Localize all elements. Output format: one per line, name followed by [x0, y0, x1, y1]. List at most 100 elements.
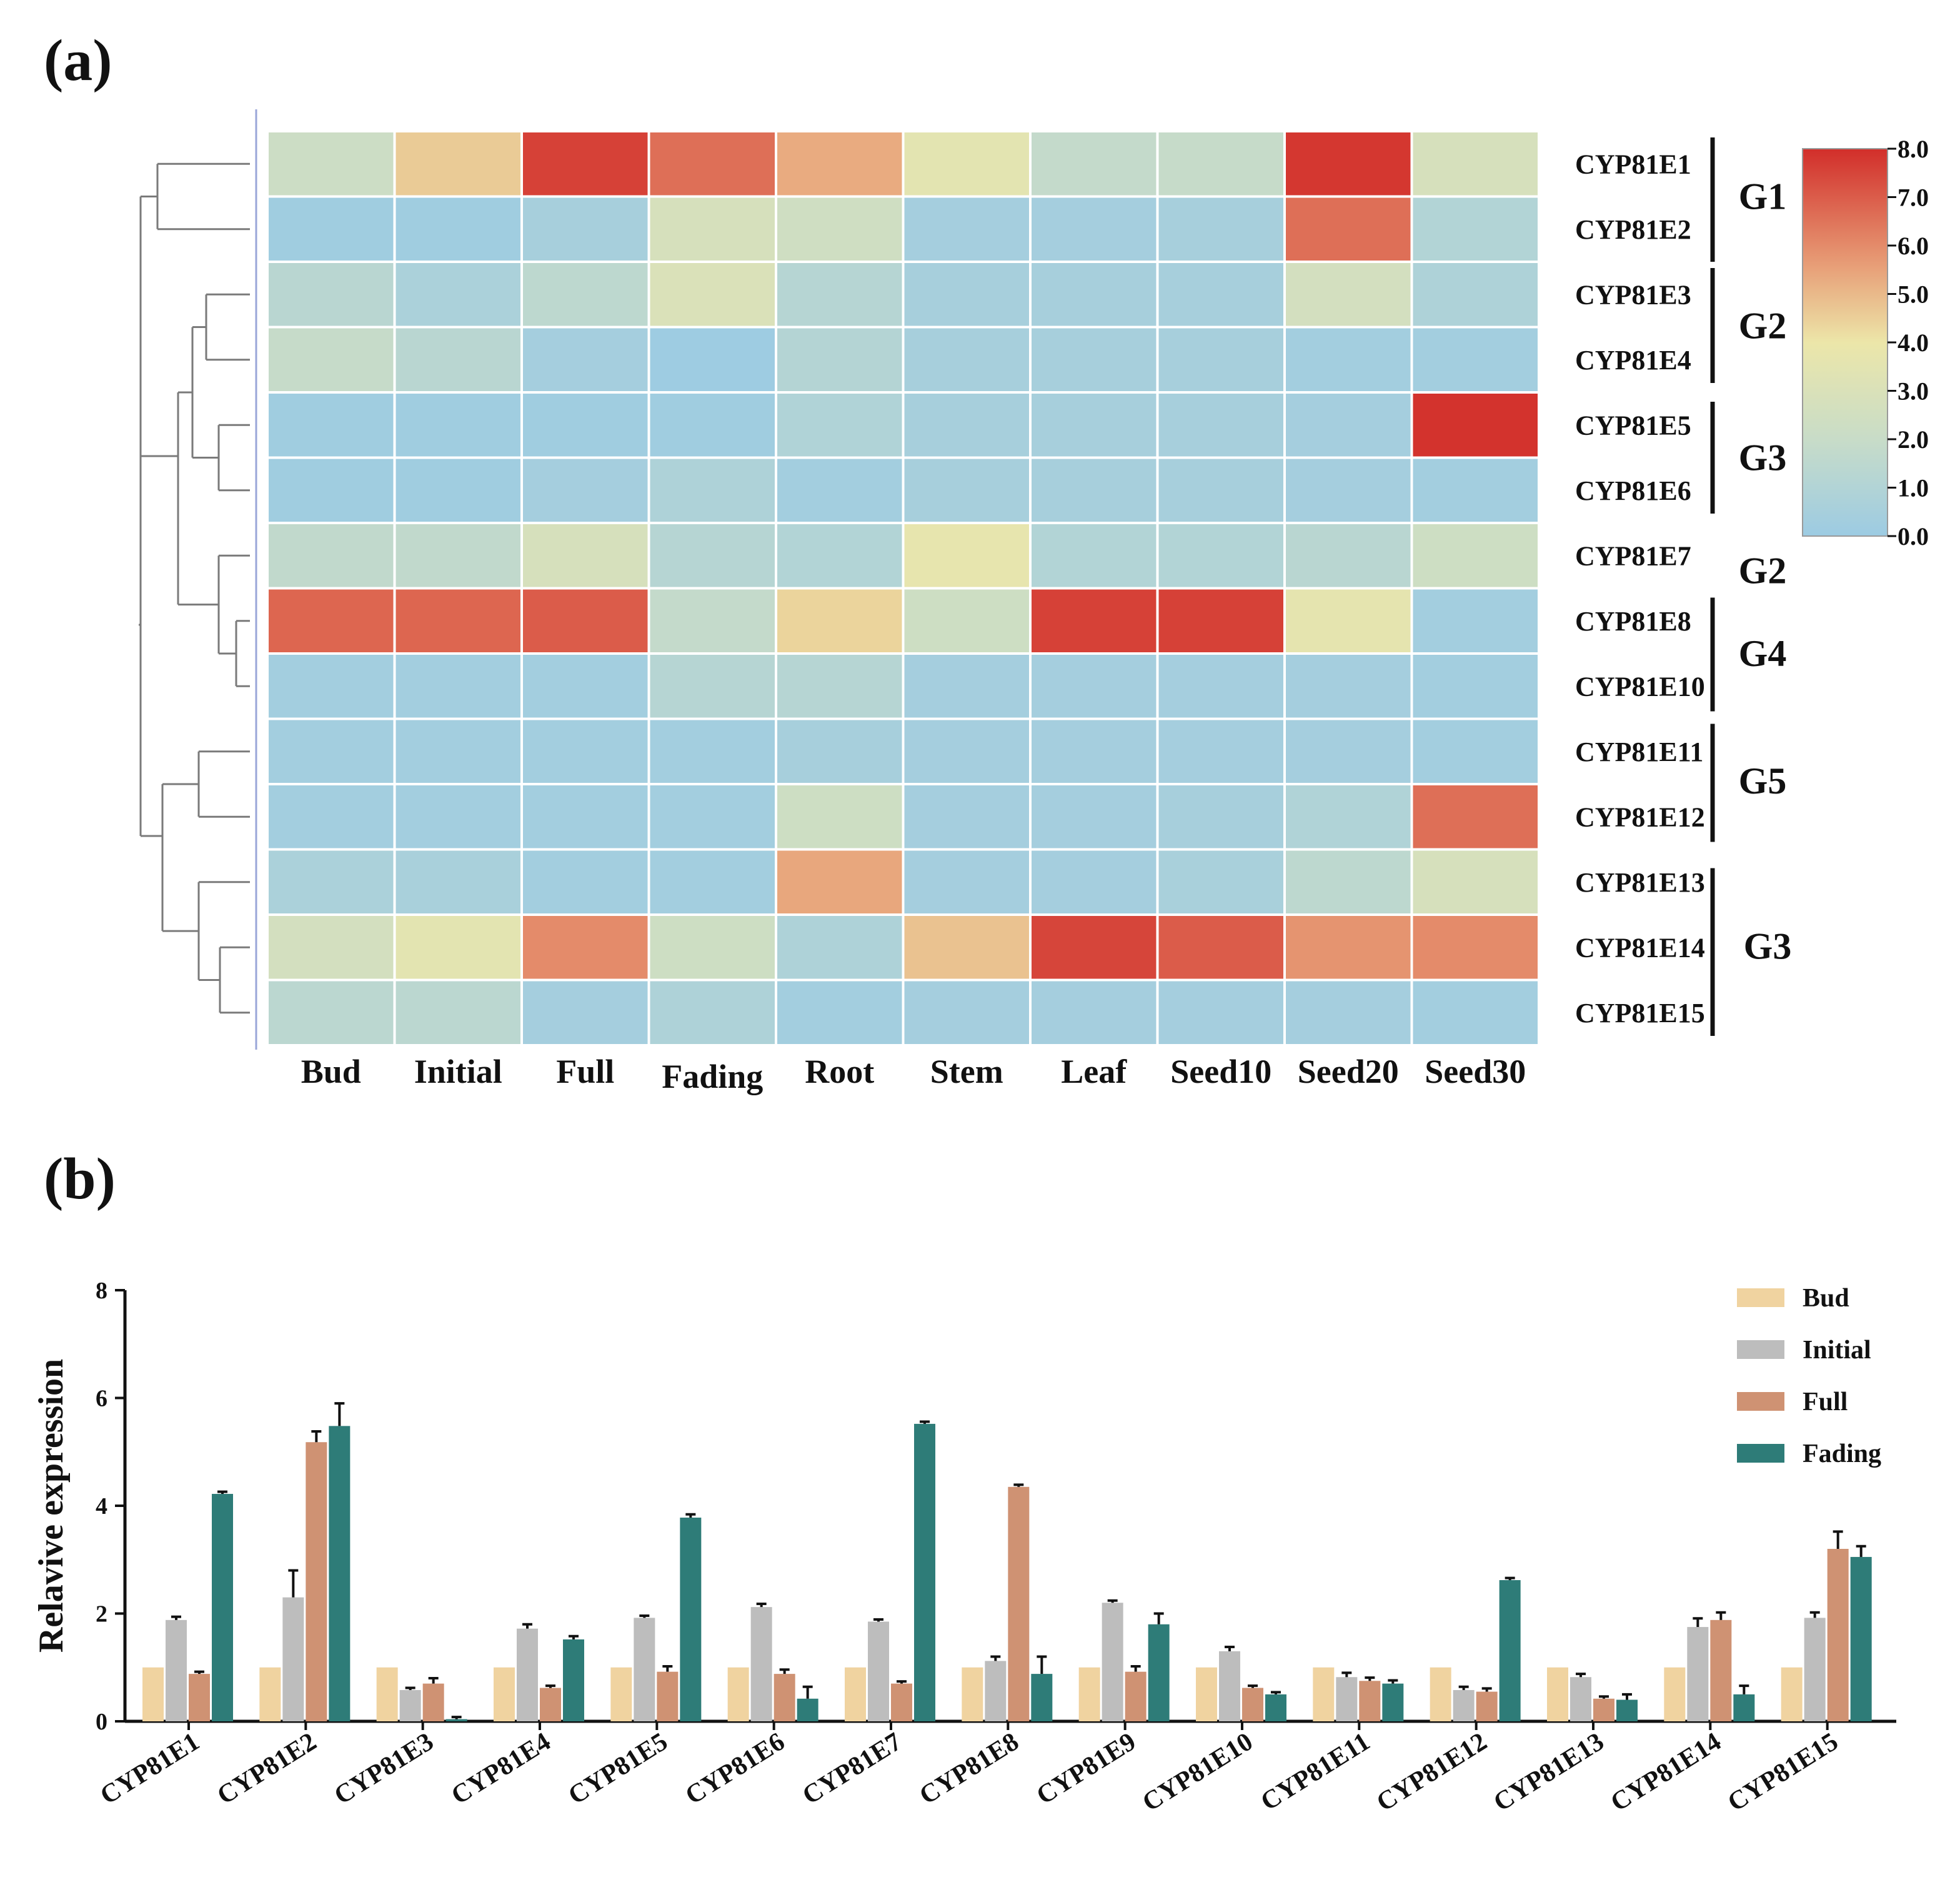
bar-fading-cyp81e1: [212, 1494, 233, 1721]
heatmap-cell-cyp81e2-seed30: [1410, 195, 1540, 263]
heatmap-cell-cyp81e1-root: [775, 130, 905, 198]
row-label: CYP81E4: [1575, 345, 1691, 376]
bar-bud-cyp81e12: [1430, 1667, 1451, 1721]
heatmap-cell-cyp81e3-bud: [266, 261, 396, 329]
heatmap-cell-cyp81e7-root: [775, 522, 905, 590]
heatmap-cell-cyp81e10-full: [520, 652, 650, 720]
legend-swatch-bud: [1737, 1288, 1784, 1307]
heatmap-cell-cyp81e13-full: [520, 848, 650, 916]
bar-full-cyp81e14: [1710, 1619, 1732, 1721]
heatmap-cell-cyp81e10-seed10: [1156, 652, 1286, 720]
row-label: CYP81E12: [1575, 802, 1705, 832]
heatmap-cell-cyp81e12-fading: [647, 783, 777, 851]
x-tick-label: CYP81E6: [680, 1727, 790, 1810]
heatmap-cell-cyp81e3-initial: [393, 261, 523, 329]
y-tick-label: 0: [96, 1709, 107, 1735]
heatmap-cell-cyp81e10-stem: [902, 652, 1032, 720]
heatmap-cell-cyp81e2-initial: [393, 195, 523, 263]
heatmap-cell-cyp81e5-root: [775, 391, 905, 459]
heatmap-cell-cyp81e2-root: [775, 195, 905, 263]
heatmap-cell-cyp81e5-stem: [902, 391, 1032, 459]
bar-bud-cyp81e2: [259, 1667, 281, 1721]
group-label: G2: [1739, 306, 1787, 347]
bar-full-cyp81e3: [422, 1683, 444, 1721]
x-tick-label: CYP81E13: [1489, 1727, 1609, 1817]
heatmap-cell-cyp81e14-fading: [647, 913, 777, 982]
heatmap-cell-cyp81e6-bud: [266, 456, 396, 524]
heatmap-cell-cyp81e13-root: [775, 848, 905, 916]
group-label: G1: [1739, 176, 1787, 217]
bar-initial-cyp81e6: [750, 1607, 772, 1721]
panel-a-label: (a): [44, 28, 112, 93]
x-tick-label: CYP81E15: [1723, 1727, 1843, 1817]
heatmap-cell-cyp81e4-seed30: [1410, 326, 1540, 394]
heatmap-cell-cyp81e13-seed30: [1410, 848, 1540, 916]
bar-fading-cyp81e12: [1499, 1580, 1521, 1721]
heatmap-cell-cyp81e13-seed20: [1283, 848, 1413, 916]
heatmap-cell-cyp81e1-seed30: [1410, 130, 1540, 198]
heatmap-cell-cyp81e11-full: [520, 717, 650, 785]
row-label: CYP81E5: [1575, 410, 1691, 440]
bar-full-cyp81e9: [1125, 1671, 1147, 1721]
heatmap-cell-cyp81e12-bud: [266, 783, 396, 851]
group-label: G4: [1739, 633, 1787, 674]
y-axis-title: Relavive expression: [32, 1359, 71, 1653]
column-label: Seed20: [1298, 1053, 1399, 1090]
bar-fading-cyp81e5: [680, 1517, 702, 1721]
bar-fading-cyp81e3: [445, 1719, 467, 1721]
heatmap-cell-cyp81e6-leaf: [1029, 456, 1159, 524]
heatmap-cell-cyp81e14-root: [775, 913, 905, 982]
heatmap-cell-cyp81e10-root: [775, 652, 905, 720]
row-label: CYP81E6: [1575, 475, 1691, 506]
panel-b-label: (b): [44, 1146, 116, 1211]
heatmap-cell-cyp81e12-full: [520, 783, 650, 851]
heatmap-cell-cyp81e6-stem: [902, 456, 1032, 524]
bar-bud-cyp81e9: [1078, 1667, 1100, 1721]
colorbar-tick-label: 7.0: [1898, 184, 1929, 212]
column-label: Stem: [930, 1053, 1003, 1090]
heatmap-cell-cyp81e2-leaf: [1029, 195, 1159, 263]
bar-full-cyp81e1: [189, 1674, 210, 1721]
heatmap-cell-cyp81e15-bud: [266, 978, 396, 1047]
row-label: CYP81E11: [1575, 737, 1703, 767]
heatmap-cell-cyp81e8-initial: [393, 587, 523, 655]
heatmap-cell-cyp81e12-root: [775, 783, 905, 851]
heatmap-cell-cyp81e1-fading: [647, 130, 777, 198]
heatmap-cell-cyp81e1-seed10: [1156, 130, 1286, 198]
colorbar-tick-label: 2.0: [1898, 425, 1929, 454]
heatmap-cell-cyp81e10-fading: [647, 652, 777, 720]
heatmap-cell-cyp81e10-initial: [393, 652, 523, 720]
heatmap-cell-cyp81e2-fading: [647, 195, 777, 263]
heatmap-cell-cyp81e1-leaf: [1029, 130, 1159, 198]
heatmap-cell-cyp81e1-full: [520, 130, 650, 198]
heatmap-cell-cyp81e13-seed10: [1156, 848, 1286, 916]
bar-initial-cyp81e4: [517, 1628, 538, 1721]
heatmap-cell-cyp81e12-seed30: [1410, 783, 1540, 851]
y-tick-label: 6: [96, 1386, 107, 1412]
bar-bud-cyp81e3: [376, 1667, 398, 1721]
heatmap-cell-cyp81e5-seed10: [1156, 391, 1286, 459]
colorbar-tick-label: 8.0: [1898, 135, 1929, 163]
bar-initial-cyp81e3: [399, 1689, 421, 1721]
heatmap-cell-cyp81e5-leaf: [1029, 391, 1159, 459]
heatmap-cell-cyp81e2-seed10: [1156, 195, 1286, 263]
heatmap-cell-cyp81e11-stem: [902, 717, 1032, 785]
heatmap-cell-cyp81e8-fading: [647, 587, 777, 655]
heatmap-cell-cyp81e11-leaf: [1029, 717, 1159, 785]
bar-full-cyp81e11: [1359, 1681, 1381, 1721]
heatmap-cell-cyp81e12-initial: [393, 783, 523, 851]
bar-initial-cyp81e5: [634, 1618, 655, 1721]
heatmap-cell-cyp81e4-seed20: [1283, 326, 1413, 394]
heatmap-cell-cyp81e13-initial: [393, 848, 523, 916]
heatmap-cell-cyp81e4-fading: [647, 326, 777, 394]
group-label: G3: [1739, 437, 1787, 479]
heatmap-cell-cyp81e8-stem: [902, 587, 1032, 655]
heatmap-cell-cyp81e5-full: [520, 391, 650, 459]
bar-bud-cyp81e10: [1196, 1667, 1217, 1721]
heatmap-cell-cyp81e4-stem: [902, 326, 1032, 394]
heatmap-cell-cyp81e12-stem: [902, 783, 1032, 851]
group-label: G3: [1744, 925, 1792, 967]
legend-swatch-initial: [1737, 1340, 1784, 1359]
heatmap-cell-cyp81e12-seed20: [1283, 783, 1413, 851]
bar-bud-cyp81e5: [610, 1667, 632, 1721]
